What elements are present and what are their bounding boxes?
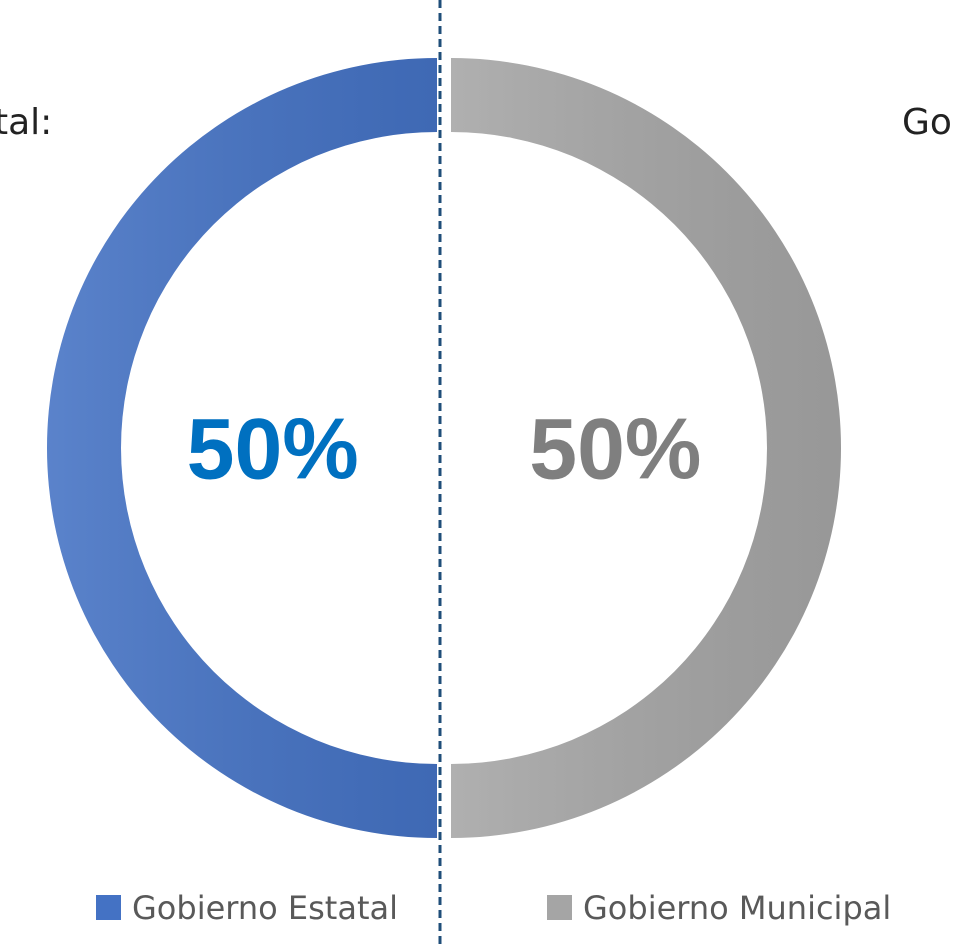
slice-shade xyxy=(47,58,437,838)
legend-label: Gobierno Municipal xyxy=(583,889,891,927)
slice-shade xyxy=(451,58,841,838)
annotation: Go xyxy=(902,102,952,143)
legend-label: Gobierno Estatal xyxy=(132,889,398,927)
legend-swatch xyxy=(96,895,121,920)
value-label: 50% xyxy=(529,402,701,498)
value-label: 50% xyxy=(187,402,359,498)
legend-swatch xyxy=(547,895,572,920)
annotation: tal: xyxy=(0,102,52,143)
